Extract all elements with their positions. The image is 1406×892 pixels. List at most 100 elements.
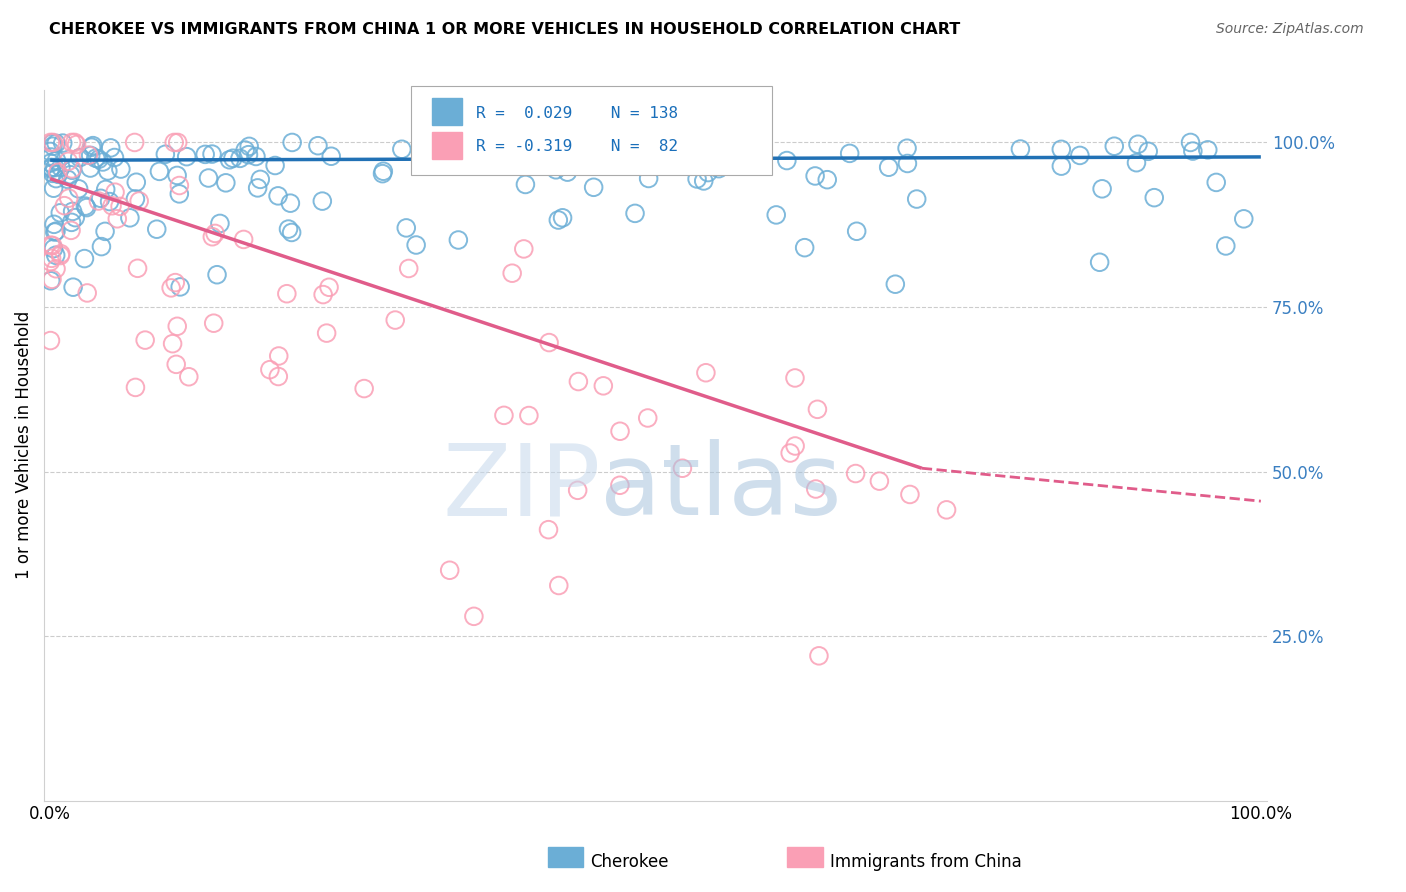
Point (45, 224, 67, 238)
Point (44, 161, 66, 175)
Point (707, 139, 730, 153)
Point (62, 280, 84, 294)
Point (395, 220, 418, 235)
Point (46, 165, 69, 179)
Point (384, 313, 406, 327)
Y-axis label: 1 or more Vehicles in Household: 1 or more Vehicles in Household (15, 311, 32, 579)
Point (104, 185, 127, 199)
Point (592, 379, 614, 393)
Point (709, 146, 731, 161)
Point (405, 238, 427, 252)
Point (707, 161, 730, 176)
Point (46, 167, 69, 181)
Point (100, 141, 122, 155)
Point (87, 194, 110, 208)
Point (169, 178, 191, 193)
Point (371, 167, 394, 181)
Point (1010, 142, 1032, 156)
Point (884, 277, 907, 292)
Point (783, 371, 806, 385)
Point (582, 180, 605, 194)
Point (124, 192, 146, 206)
Point (124, 136, 146, 150)
Point (201, 147, 224, 161)
Point (49, 161, 72, 175)
Text: CHEROKEE VS IMMIGRANTS FROM CHINA 1 OR MORE VEHICLES IN HOUSEHOLD CORRELATION CH: CHEROKEE VS IMMIGRANTS FROM CHINA 1 OR M… (49, 22, 960, 37)
Point (533, 141, 555, 155)
Point (67, 182, 90, 196)
Point (90, 191, 112, 205)
Point (551, 211, 574, 225)
Point (39, 161, 62, 175)
Point (82, 138, 104, 153)
Point (208, 216, 231, 230)
Point (463, 609, 485, 624)
Point (281, 136, 304, 150)
Text: Source: ZipAtlas.com: Source: ZipAtlas.com (1216, 22, 1364, 37)
Point (898, 487, 921, 501)
Point (205, 268, 228, 282)
Point (49, 248, 72, 262)
Point (39, 254, 62, 268)
Point (807, 648, 830, 663)
Point (60, 215, 83, 229)
Point (238, 147, 260, 161)
Point (45, 248, 67, 262)
Text: R =  0.029    N = 138: R = 0.029 N = 138 (475, 106, 678, 120)
Point (49, 246, 72, 260)
Point (277, 222, 299, 236)
Point (53, 199, 76, 213)
Point (513, 242, 536, 256)
Point (79, 161, 101, 175)
Point (547, 578, 569, 592)
Bar (432, 132, 463, 159)
Point (246, 181, 269, 195)
Point (307, 138, 329, 153)
Point (686, 172, 709, 186)
Point (60, 161, 83, 176)
Point (245, 149, 267, 163)
Point (97, 164, 120, 178)
Point (59, 168, 82, 182)
Point (108, 199, 131, 213)
Point (58, 191, 80, 205)
Point (134, 333, 156, 347)
Point (222, 151, 245, 165)
Point (280, 226, 302, 240)
Point (804, 482, 827, 496)
Point (398, 261, 420, 276)
Point (544, 162, 567, 177)
Point (39, 145, 62, 159)
Point (515, 178, 537, 192)
Point (311, 194, 333, 208)
Point (90, 239, 112, 253)
Point (267, 189, 290, 203)
Point (547, 213, 569, 227)
Point (52, 136, 75, 150)
Point (537, 523, 560, 537)
Point (80, 140, 103, 154)
Text: atlas: atlas (600, 440, 842, 536)
Point (877, 160, 900, 174)
Point (77, 148, 100, 162)
Point (204, 227, 226, 241)
Point (201, 229, 224, 244)
Point (1205, 175, 1227, 189)
Point (793, 241, 815, 255)
Point (148, 164, 170, 178)
Bar (432, 98, 463, 126)
Point (1137, 145, 1160, 159)
Point (166, 169, 188, 183)
Point (80, 148, 103, 162)
Point (76, 201, 98, 215)
Point (697, 165, 720, 179)
Point (905, 192, 928, 206)
Point (110, 162, 132, 177)
Point (1050, 159, 1073, 173)
Point (776, 153, 799, 168)
Point (76, 285, 98, 300)
Point (538, 335, 561, 350)
Point (637, 411, 659, 425)
Point (60, 163, 83, 178)
Point (1125, 155, 1147, 169)
